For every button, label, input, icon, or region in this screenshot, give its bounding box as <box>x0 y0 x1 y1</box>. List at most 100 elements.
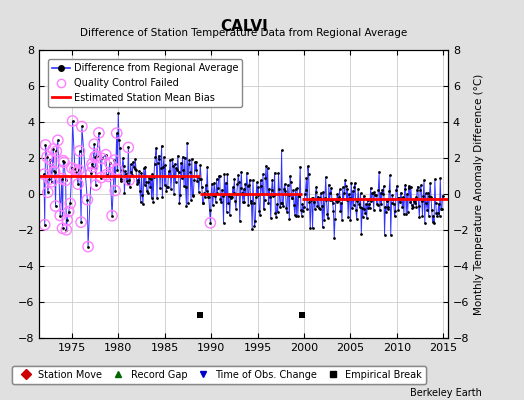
Point <box>202 188 211 194</box>
Point <box>46 156 54 163</box>
Point <box>206 220 214 226</box>
Point <box>367 198 376 204</box>
Point <box>167 185 175 192</box>
Point <box>91 154 99 160</box>
Point <box>108 212 116 219</box>
Point <box>198 184 206 190</box>
Point <box>304 163 312 169</box>
Point <box>316 195 324 202</box>
Point <box>214 185 222 191</box>
Point <box>194 188 203 195</box>
Point <box>188 156 196 162</box>
Point <box>289 187 298 194</box>
Point <box>328 197 336 203</box>
Point <box>56 212 64 219</box>
Point <box>69 118 77 124</box>
Point <box>135 168 144 174</box>
Point <box>88 161 96 167</box>
Point <box>89 164 97 170</box>
Point <box>314 193 322 200</box>
Point <box>279 202 287 209</box>
Point <box>288 195 297 201</box>
Point <box>323 211 332 218</box>
Point <box>66 200 74 207</box>
Point <box>431 176 439 182</box>
Point <box>217 199 225 205</box>
Point <box>285 192 293 198</box>
Point <box>353 198 362 204</box>
Point <box>340 190 348 196</box>
Point <box>113 166 122 173</box>
Point <box>51 169 59 175</box>
Point <box>415 214 423 220</box>
Point <box>163 184 172 190</box>
Point <box>436 175 444 182</box>
Point <box>123 181 132 187</box>
Point <box>342 197 351 203</box>
Point <box>357 231 366 237</box>
Point <box>373 201 381 208</box>
Point <box>72 169 81 175</box>
Point <box>427 194 435 200</box>
Point <box>92 182 100 188</box>
Point <box>355 201 363 207</box>
Point <box>237 168 246 175</box>
Point <box>185 157 194 163</box>
Point <box>163 184 171 190</box>
Point <box>228 194 236 200</box>
Point <box>340 196 348 202</box>
Point <box>384 205 392 212</box>
Point <box>368 190 376 196</box>
Point <box>293 185 301 191</box>
Point <box>128 172 136 178</box>
Point <box>359 192 368 199</box>
Point <box>298 212 306 219</box>
Point <box>95 130 103 136</box>
Point <box>282 205 290 211</box>
Point <box>50 168 58 174</box>
Point <box>400 186 409 192</box>
Point <box>71 166 79 173</box>
Point <box>331 215 339 222</box>
Point <box>232 206 240 212</box>
Point <box>434 210 442 216</box>
Point <box>246 176 254 183</box>
Point <box>254 192 262 198</box>
Point <box>292 213 300 219</box>
Point <box>298 201 307 207</box>
Point <box>46 156 54 163</box>
Point <box>259 205 268 212</box>
Point <box>434 200 443 207</box>
Point <box>258 191 266 198</box>
Point <box>111 188 119 194</box>
Point <box>166 156 174 163</box>
Point <box>140 182 149 188</box>
Point <box>361 210 369 217</box>
Point <box>74 167 83 173</box>
Point <box>424 212 433 219</box>
Point <box>190 176 198 183</box>
Point <box>215 173 224 180</box>
Point <box>226 193 235 200</box>
Point <box>176 192 184 198</box>
Point <box>322 174 330 180</box>
Point <box>62 227 71 233</box>
Point <box>91 154 99 160</box>
Point <box>184 200 192 207</box>
Point <box>74 181 82 187</box>
Point <box>169 162 178 169</box>
Point <box>253 179 261 186</box>
Point <box>202 182 210 188</box>
Point <box>49 146 58 152</box>
Point <box>269 193 277 200</box>
Point <box>278 200 287 206</box>
Point <box>218 186 226 193</box>
Point <box>108 212 116 219</box>
Point <box>345 194 354 201</box>
Point <box>288 194 296 201</box>
Point <box>327 184 335 191</box>
Point <box>116 145 124 151</box>
Point <box>195 176 204 182</box>
Point <box>230 176 238 182</box>
Point <box>376 207 384 213</box>
